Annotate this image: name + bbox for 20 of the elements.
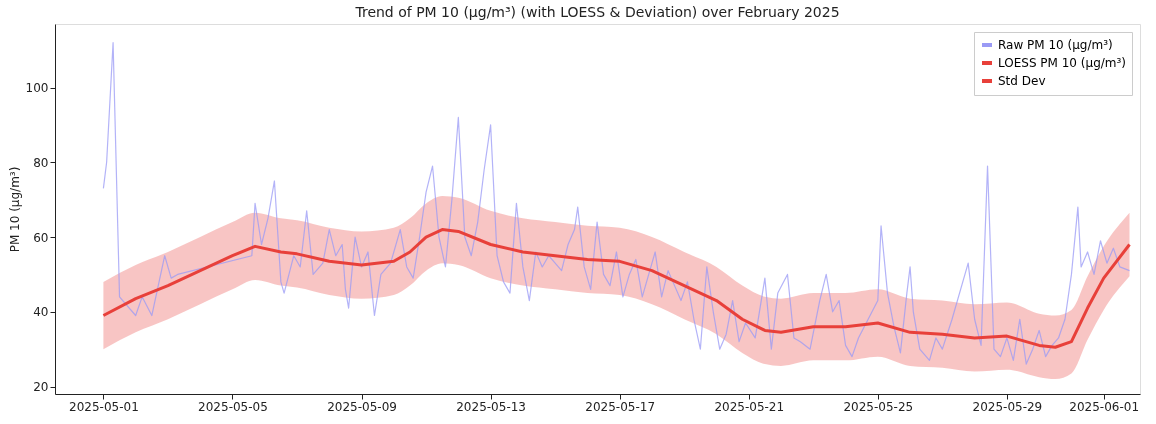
x-tick-label: 2025-05-21 <box>714 399 785 414</box>
chart-title: Trend of PM 10 (µg/m³) (with LOESS & Deviation) over February 2025 <box>354 4 840 20</box>
y-axis-title: PM 10 (µg/m³) <box>7 166 22 253</box>
x-tick-label: 2025-05-05 <box>198 399 268 414</box>
line-series <box>101 228 1132 349</box>
y-tick-label: 80 <box>33 155 49 170</box>
annotation: Std Dev <box>998 74 1046 88</box>
y-tick-label: 100 <box>25 81 49 96</box>
x-tick-label: 2025-05-29 <box>972 399 1043 414</box>
y-tick-label: 40 <box>33 305 49 320</box>
x-tick-label: 2025-05-17 <box>585 399 656 414</box>
x-tick-label: 2025-05-13 <box>456 399 526 414</box>
x-tick-label: 2025-06-01 <box>1069 399 1140 414</box>
y-tick-label: 20 <box>33 380 49 395</box>
x-tick-label: 2025-05-25 <box>843 399 914 414</box>
x-tick-label: 2025-05-01 <box>69 399 139 414</box>
legend-label: Raw PM 10 (µg/m³) <box>998 38 1113 52</box>
legend-label: LOESS PM 10 (µg/m³) <box>998 56 1126 70</box>
y-tick-label: 60 <box>33 230 49 245</box>
x-tick-label: 2025-05-09 <box>327 399 397 414</box>
